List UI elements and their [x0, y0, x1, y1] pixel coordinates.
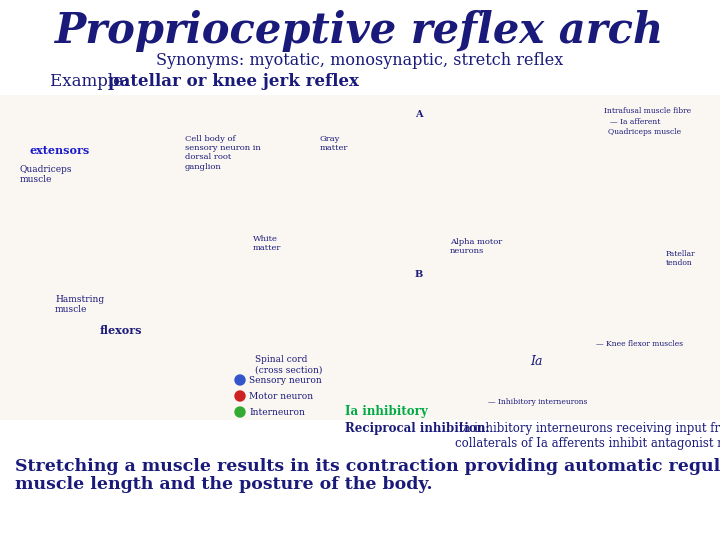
Text: Ia: Ia: [530, 355, 542, 368]
Text: patellar or knee jerk reflex: patellar or knee jerk reflex: [108, 73, 359, 90]
Text: Cell body of
sensory neuron in
dorsal root
ganglion: Cell body of sensory neuron in dorsal ro…: [185, 135, 261, 171]
Circle shape: [235, 391, 245, 401]
Text: Synonyms: myotatic, monosynaptic, stretch reflex: Synonyms: myotatic, monosynaptic, stretc…: [156, 52, 564, 69]
Text: Stretching a muscle results in its contraction providing automatic regulation of: Stretching a muscle results in its contr…: [15, 458, 720, 475]
Text: extensors: extensors: [30, 145, 90, 156]
Text: Reciprocal inhibition:: Reciprocal inhibition:: [345, 422, 490, 435]
Bar: [0, 95, 720, 420]
Text: — Knee flexor muscles: — Knee flexor muscles: [596, 340, 683, 348]
Circle shape: [235, 375, 245, 385]
Text: Interneuron: Interneuron: [249, 408, 305, 417]
Text: Ia inhibitory interneurons receiving input from the
collaterals of Ia afferents : Ia inhibitory interneurons receiving inp…: [455, 422, 720, 450]
Text: Quadriceps muscle: Quadriceps muscle: [608, 128, 681, 136]
Text: Gray
matter: Gray matter: [320, 135, 348, 152]
Text: Example:: Example:: [50, 73, 134, 90]
Text: muscle length and the posture of the body.: muscle length and the posture of the bod…: [15, 476, 433, 493]
Text: White
matter: White matter: [253, 235, 282, 252]
Text: Alpha motor
neurons: Alpha motor neurons: [450, 238, 503, 255]
Text: — Inhibitory interneurons: — Inhibitory interneurons: [488, 398, 588, 406]
Text: Quadriceps
muscle: Quadriceps muscle: [20, 165, 73, 184]
Text: Hamstring
muscle: Hamstring muscle: [55, 295, 104, 314]
Text: Sensory neuron: Sensory neuron: [249, 376, 322, 385]
Text: Intrafusal muscle fibre: Intrafusal muscle fibre: [604, 107, 691, 115]
Text: Motor neuron: Motor neuron: [249, 392, 313, 401]
Text: Spinal cord
(cross section): Spinal cord (cross section): [255, 355, 323, 374]
Text: — Ia afferent: — Ia afferent: [610, 118, 660, 126]
Text: Ia inhibitory: Ia inhibitory: [345, 405, 428, 418]
Text: Patellar
tendon: Patellar tendon: [666, 250, 696, 267]
Circle shape: [235, 407, 245, 417]
Text: A: A: [415, 110, 423, 119]
Text: Proprioceptive reflex arch: Proprioceptive reflex arch: [55, 10, 665, 52]
Text: flexors: flexors: [100, 325, 143, 336]
Text: B: B: [415, 270, 423, 279]
